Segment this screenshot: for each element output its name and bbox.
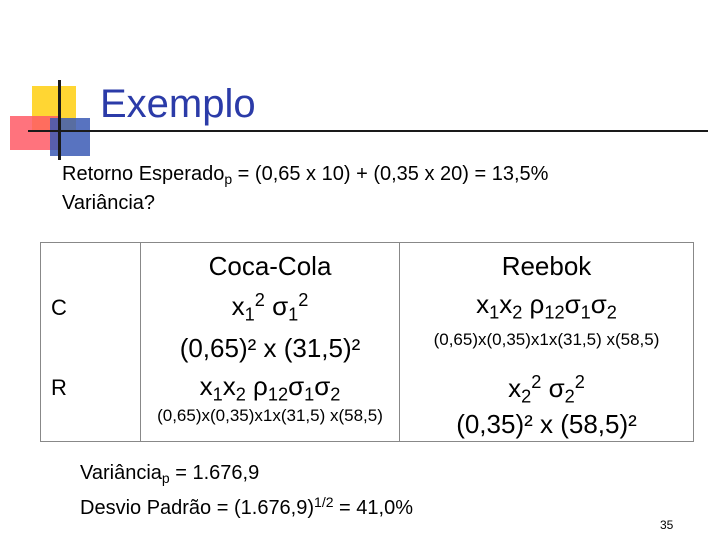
row-label-c: C [51, 295, 67, 320]
column-divider [399, 243, 400, 441]
row-label-r: R [51, 375, 67, 400]
header-reebok: Reebok [501, 251, 592, 281]
cc-variance-symbolic: x12 σ12 [231, 290, 309, 325]
page-number: 35 [660, 518, 674, 532]
expected-return-sub: p [224, 171, 233, 188]
cov-numeric-top: (0,65)x(0,35)x1x(31,5) x(58,5) [433, 330, 660, 349]
std-deviation-line: Desvio Padrão = (1.676,9)1/2 = 41,0% [80, 494, 414, 519]
rb-variance-symbolic: x22 σ22 [508, 372, 585, 407]
expected-return-formula: = (0,65 x 10) + (0,35 x 20) = 13,5% [232, 163, 549, 185]
expected-return-line: Retorno Esperadop = (0,65 x 10) + (0,35 … [62, 164, 548, 186]
decor-vertical-line [58, 80, 61, 160]
cov-numeric-bottom: (0,65)x(0,35)x1x(31,5) x(58,5) [157, 406, 383, 425]
portfolio-variance-line: Variânciap = 1.676,9 [80, 462, 260, 487]
decor-blue-square [50, 118, 90, 156]
covariance-table: C R Coca-Cola Reebok x12 σ12 x1x2 ρ12σ1σ… [40, 242, 694, 442]
slide-title: Exemplo [100, 82, 256, 126]
cov-symbolic-bottom: x1x2 ρ12σ1σ2 [199, 371, 341, 405]
cc-variance-numeric: (0,65)² x (31,5)² [179, 333, 361, 363]
cov-symbolic-top: x1x2 ρ12σ1σ2 [476, 289, 617, 323]
header-coca-cola: Coca-Cola [208, 251, 332, 281]
expected-return-label: Retorno Esperado [62, 163, 225, 185]
variance-question: Variância? [62, 192, 156, 214]
rb-variance-numeric: (0,35)² x (58,5)² [456, 409, 637, 439]
title-underline [28, 130, 708, 132]
column-divider [140, 243, 141, 441]
